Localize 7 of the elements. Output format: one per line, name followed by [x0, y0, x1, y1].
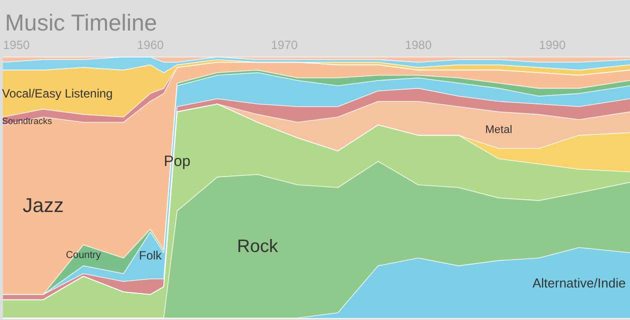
series-label: Rock	[237, 236, 280, 256]
series-label: Soundtracks	[2, 116, 53, 126]
chart-title: Music Timeline	[5, 10, 158, 36]
series-label: Jazz	[22, 194, 64, 217]
series-label: Alternative/Indie	[532, 275, 626, 290]
series-label: Folk	[138, 248, 163, 262]
series-label: Metal	[485, 124, 512, 136]
